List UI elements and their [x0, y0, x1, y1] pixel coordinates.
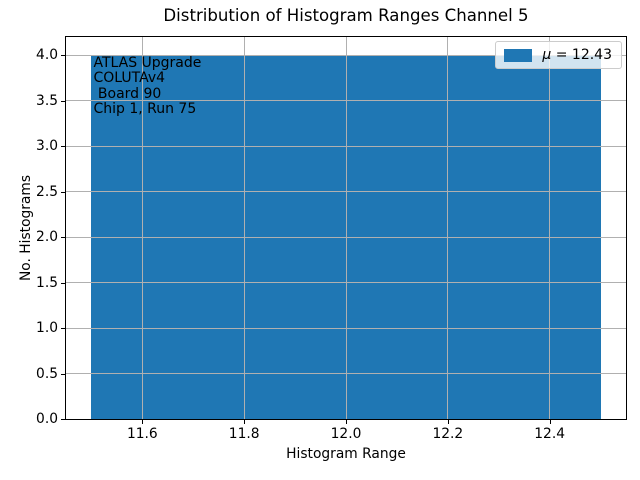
x-tick-label: 12.2 — [432, 426, 464, 442]
gridline-vertical — [447, 37, 449, 419]
y-tick-mark — [61, 237, 65, 239]
y-tick-label: 1.5 — [36, 274, 58, 291]
x-tick-label: 11.8 — [228, 426, 260, 442]
y-tick-mark — [61, 55, 65, 57]
x-tick-mark — [346, 420, 347, 424]
gridline-horizontal — [66, 145, 626, 147]
x-axis-label: Histogram Range — [286, 446, 406, 462]
legend: μ = 12.43 — [495, 41, 622, 69]
y-tick-mark — [61, 282, 65, 284]
gridline-vertical — [345, 37, 347, 419]
chart-title: Distribution of Histogram Ranges Channel… — [163, 6, 529, 25]
y-tick-label: 1.0 — [36, 320, 58, 337]
y-tick-label: 3.0 — [36, 138, 58, 155]
x-tick-mark — [244, 420, 246, 424]
x-tick-label: 11.6 — [126, 426, 158, 442]
y-tick-label: 2.0 — [36, 229, 58, 246]
x-tick-mark — [142, 420, 144, 424]
y-tick-mark — [61, 100, 65, 102]
y-tick-mark — [61, 419, 65, 420]
y-tick-label: 3.5 — [36, 92, 58, 109]
x-tick-label: 12.0 — [330, 426, 362, 442]
legend-mu-symbol: μ — [542, 47, 552, 63]
y-tick-mark — [61, 328, 65, 330]
grid-layer — [66, 37, 626, 420]
annotation-line: COLUTAv4 — [93, 70, 166, 87]
y-tick-label: 4.0 — [36, 47, 58, 64]
gridline-horizontal — [66, 191, 626, 193]
plot-area: ATLAS Upgrade COLUTAv4 Board 90 Chip 1, … — [65, 36, 627, 420]
gridline-horizontal — [66, 282, 626, 284]
y-tick-label: 2.5 — [36, 183, 58, 200]
gridline-vertical — [243, 37, 245, 419]
y-tick-mark — [61, 146, 65, 148]
legend-swatch — [504, 48, 533, 62]
y-tick-mark — [61, 191, 65, 193]
gridline-horizontal — [66, 373, 626, 375]
y-tick-mark — [61, 373, 65, 375]
gridline-vertical — [141, 37, 143, 419]
gridline-horizontal — [66, 236, 626, 238]
gridline-horizontal — [66, 100, 626, 102]
gridline-horizontal — [66, 54, 626, 56]
x-tick-label: 12.4 — [534, 426, 565, 442]
gridline-horizontal — [66, 327, 626, 329]
x-tick-mark — [549, 420, 551, 424]
legend-label: μ = 12.43 — [542, 47, 612, 63]
annotation-line: ATLAS Upgrade — [93, 55, 202, 72]
y-tick-label: 0.0 — [36, 411, 58, 427]
annotation-line: Chip 1, Run 75 — [93, 100, 197, 117]
legend-value: = 12.43 — [551, 47, 612, 63]
y-tick-label: 0.5 — [36, 365, 58, 382]
annotation-line: Board 90 — [93, 85, 162, 102]
gridline-vertical — [549, 37, 551, 419]
gridline-horizontal — [66, 418, 626, 420]
x-tick-mark — [447, 420, 449, 424]
annotation-text: ATLAS Upgrade COLUTAv4 Board 90 Chip 1, … — [93, 55, 202, 117]
